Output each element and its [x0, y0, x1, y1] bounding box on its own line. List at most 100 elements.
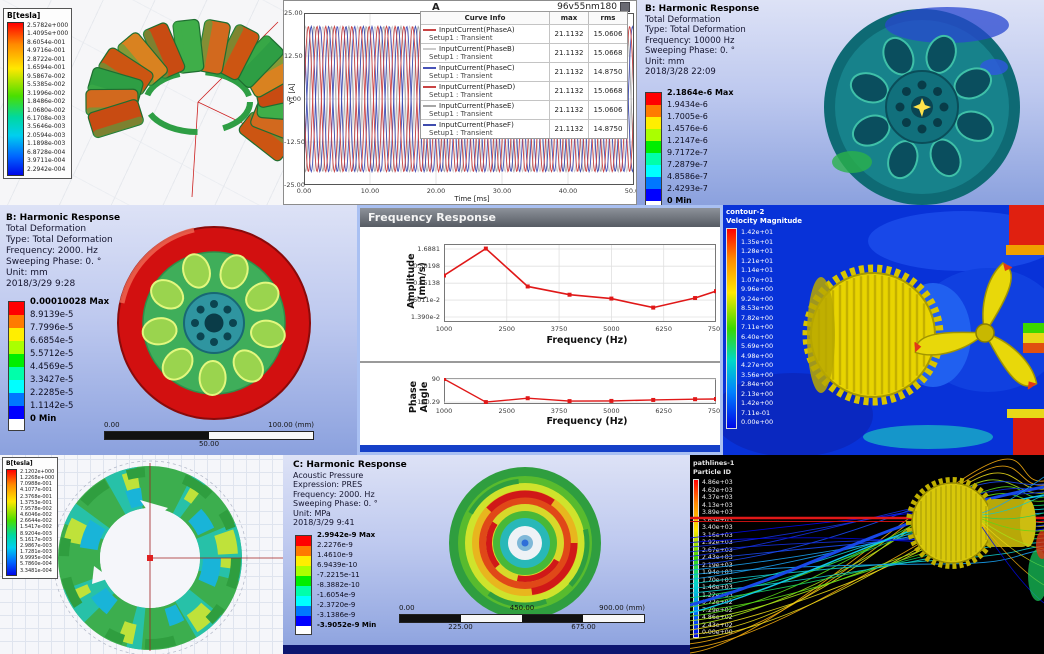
- info-line: Unit: mm: [645, 56, 685, 67]
- legend-value: 3.5646e-003: [27, 123, 66, 131]
- curve-name: InputCurrent(PhaseE): [439, 102, 515, 110]
- legend-value: 9.24e+00: [741, 294, 774, 303]
- legend-band: [9, 406, 24, 419]
- y-tick: -25.00: [284, 181, 305, 189]
- curve-table-rows: InputCurrent(PhaseA) Setup1 : Transient 21…: [421, 24, 627, 138]
- legend-title: B[tesla]: [6, 460, 33, 467]
- info-line: Frequency: 10000 Hz: [645, 35, 735, 46]
- window-body: Amplitude (mm/s) Frequency (Hz) Phase An…: [360, 208, 720, 452]
- legend-value: 2.19e+03: [702, 561, 733, 569]
- legend-title-line1: contour-2: [726, 208, 765, 216]
- ruler-max: 100.00 (mm): [268, 421, 314, 429]
- legend-value: 4.86e+02: [702, 614, 733, 621]
- phase-x-tick: 1000: [435, 407, 453, 415]
- deformation-legend: 0.00010028 Max 8.9139e-5 7.7996e-5 6.6854e-…: [8, 297, 109, 431]
- legend-value: -8.3882e-10: [317, 581, 360, 589]
- legend-value: 5.1617e-003: [20, 536, 52, 543]
- legend-value: 1.35e+01: [741, 237, 774, 246]
- legend-value: 2.0594e-003: [27, 131, 66, 139]
- legend-value: 1.1898e-003: [27, 140, 66, 148]
- curve-info-table: Curve Info max rms InputCurrent(PhaseA) S…: [420, 11, 628, 139]
- info-line: B: Harmonic Response: [6, 213, 121, 223]
- legend-values: 2.5782e+000 1.4095e+000 8.6054e-001 4.9716e…: [27, 22, 68, 176]
- legend-value: 3.3427e-5: [30, 375, 74, 385]
- window-titlebar[interactable]: Frequency Response: [360, 208, 720, 227]
- legend-value: 1.7281e-003: [20, 549, 52, 556]
- y-tick: -12.50: [284, 138, 305, 146]
- legend-band: [646, 177, 661, 189]
- legend-values: 2.1202e+000 1.2268e+000 7.0988e-001 4.1077e…: [20, 469, 54, 576]
- legend-band: [296, 546, 311, 556]
- wheel-deformation-render: [117, 226, 311, 420]
- info-line: Frequency: 2000. Hz: [293, 489, 375, 499]
- amp-x-tick: 6250: [655, 325, 672, 333]
- y-tick: 0.00: [286, 95, 301, 103]
- ruler-0: 0.00: [399, 604, 415, 612]
- legend-value: 1.3753e-001: [20, 499, 52, 506]
- tile-current-plot: A 96v55nm180 Y1 [A] Time [ms] 25.00 12.50…: [283, 0, 637, 205]
- curve-table-row: InputCurrent(PhaseC) Setup1 : Transient 21…: [421, 62, 627, 81]
- legend-value: 8.9204e-003: [20, 530, 52, 537]
- result-info-block: B: Harmonic Response Total Deformation Typ…: [6, 213, 120, 290]
- legend-value: 4.1077e-001: [20, 487, 52, 494]
- phase-x-tick: 3750: [550, 407, 568, 415]
- legend-value: 7.82e+00: [741, 313, 774, 322]
- ruler-675: 675.00: [571, 623, 596, 631]
- tile-cfd-contour: contour-2 Velocity Magnitude 1.42e+01 1.3…: [723, 205, 1044, 455]
- amplitude-chart: [444, 244, 716, 322]
- curve-rms: 15.0606: [588, 25, 627, 43]
- info-line: Total Deformation: [645, 14, 721, 25]
- legend-value: 7.11e-01: [741, 408, 771, 417]
- info-line: Acoustic Pressure: [293, 470, 364, 480]
- legend-value: 0 Min: [30, 414, 57, 424]
- legend-value: 4.13e+03: [702, 501, 733, 509]
- curve-rms: 14.8750: [588, 63, 627, 81]
- legend-value: 4.62e+03: [702, 486, 733, 494]
- color-scale-bar: [295, 535, 312, 635]
- curve-max: 21.1132: [549, 82, 588, 100]
- phase-y-tick: -150.29: [414, 398, 440, 407]
- legend-value: 3.1996e-002: [27, 89, 66, 97]
- info-line: Frequency: 2000. Hz: [6, 246, 98, 256]
- legend-value: 1.07e+01: [741, 275, 774, 284]
- legend-value: 1.28e+01: [741, 247, 774, 255]
- legend-value: 6.8728e-004: [27, 148, 66, 156]
- curve-rms: 14.8750: [588, 120, 627, 138]
- amp-x-tick: 5000: [603, 325, 620, 333]
- legend-value: 1.14e+01: [741, 266, 774, 274]
- curve-max: 21.1132: [549, 25, 588, 43]
- legend-value: 2.1864e-6 Max: [667, 88, 734, 97]
- legend-value: 4.98e+00: [741, 351, 774, 360]
- legend-value: 2.92e+03: [702, 539, 733, 546]
- info-line: Unit: mm: [6, 268, 48, 278]
- legend-band: [296, 536, 311, 546]
- legend-value: 6.6854e-5: [30, 336, 74, 346]
- tile-coil-field: B[tesla] 2.5782e+000 1.4095e+000 8.6054e-0…: [0, 0, 283, 205]
- result-info-block: C: Harmonic Response Acoustic Pressure Exp…: [293, 460, 407, 528]
- legend-value: 2.43e+02: [702, 621, 733, 629]
- ruler-bar: [399, 614, 645, 623]
- legend-value: 6.1708e-003: [27, 114, 66, 122]
- legend-value: 7.11e+00: [741, 323, 774, 331]
- amp-y-tick: 1.6881: [417, 245, 440, 253]
- legend-value: 7.7996e-5: [30, 323, 74, 333]
- result-info-block: B: Harmonic Response Total Deformation Typ…: [645, 4, 759, 78]
- curve-name: InputCurrent(PhaseD): [439, 83, 516, 91]
- legend-value: 7.2879e-7: [667, 160, 708, 169]
- curve-max: 21.1132: [549, 63, 588, 81]
- x-tick: 0.00: [296, 187, 312, 195]
- legend-value: 0 Min: [667, 196, 692, 205]
- curve-name: InputCurrent(PhaseA): [439, 26, 515, 34]
- x-tick: 20.00: [426, 187, 446, 195]
- legend-value: 6.40e+00: [741, 332, 774, 341]
- tile-frequency-response-window: Frequency Response Amplitude (mm/s) Freq…: [357, 205, 723, 455]
- wheel-deformation-render: [824, 7, 1020, 205]
- legend-value: 0.00e+00: [702, 629, 733, 636]
- legend-value: 1.2268e+000: [20, 475, 55, 482]
- coil-model-render: [85, 18, 283, 198]
- phase-x-tick: 6250: [655, 407, 672, 415]
- legend-value: 2.6644e-002: [20, 518, 52, 525]
- color-scale-bar: [726, 228, 737, 429]
- curve-swatch: [423, 67, 436, 69]
